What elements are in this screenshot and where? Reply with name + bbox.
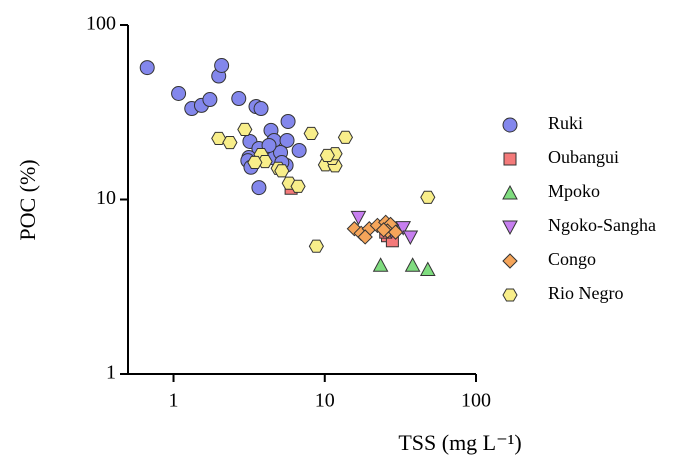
legend-marker [502,184,518,200]
point [357,229,373,245]
legend-label: Ruki [548,113,583,133]
legend-marker [502,220,518,236]
point [419,261,436,277]
point [251,180,267,196]
point [253,101,269,117]
y-tick-label: 100 [86,13,116,35]
point [214,58,230,74]
legend-marker [503,152,517,166]
legend-marker [502,288,518,302]
y-axis-label: POC (%) [15,159,40,240]
x-axis-label: TSS (mg L⁻¹) [398,430,521,455]
legend-label: Mpoko [548,181,600,201]
point [247,155,263,170]
point [280,113,296,129]
point [420,190,436,204]
point [291,142,307,158]
point [290,179,306,193]
point [372,257,389,272]
point [237,122,253,137]
legend-label: Congo [548,249,596,269]
legend-label: Oubangui [548,147,619,167]
point [308,239,324,253]
point [350,210,367,226]
point [261,137,277,153]
point [402,230,419,246]
x-tick-label: 100 [461,390,491,412]
y-tick-label: 10 [96,187,116,209]
point [222,135,238,150]
point [139,60,155,76]
x-tick-label: 10 [315,390,335,412]
point [211,131,227,145]
point [375,222,392,238]
x-tick-label: 1 [169,390,179,412]
y-tick-label: 1 [106,362,116,384]
point [171,85,187,101]
point [395,221,412,236]
legend-label: Rio Negro [548,283,624,303]
point [319,148,335,162]
point [303,126,319,141]
legend-marker [502,253,518,269]
point [337,130,354,144]
point [279,132,295,148]
legend-marker [502,117,518,133]
point [231,91,247,107]
point [202,92,218,108]
point [404,257,421,272]
point [274,164,290,178]
legend-label: Ngoko-Sangha [548,215,656,235]
